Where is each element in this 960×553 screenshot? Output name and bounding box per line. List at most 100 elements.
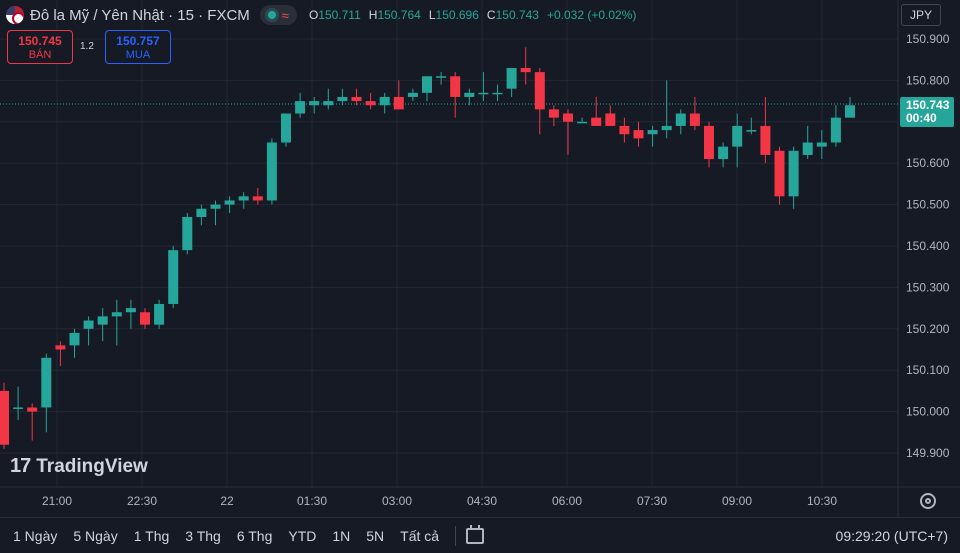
- candle[interactable]: [591, 96, 602, 126]
- candle[interactable]: [633, 121, 644, 147]
- range-5d-button[interactable]: 5 Ngày: [73, 527, 118, 544]
- candle[interactable]: [41, 353, 52, 433]
- candle-body: [746, 130, 757, 132]
- candle[interactable]: [802, 125, 813, 160]
- candle[interactable]: [478, 72, 489, 102]
- candle[interactable]: [252, 188, 263, 205]
- candle[interactable]: [295, 92, 306, 118]
- candle[interactable]: [661, 80, 672, 139]
- candle[interactable]: [732, 113, 743, 168]
- sell-label: BÁN: [28, 49, 52, 61]
- candle-body: [69, 332, 80, 346]
- candle[interactable]: [845, 96, 855, 118]
- range-all-button[interactable]: Tất cả: [400, 527, 440, 544]
- candle-body: [464, 92, 475, 97]
- candle[interactable]: [534, 67, 545, 135]
- candle[interactable]: [492, 84, 503, 102]
- candle[interactable]: [140, 308, 150, 329]
- candle[interactable]: [605, 105, 616, 126]
- candle[interactable]: [238, 192, 249, 209]
- candle[interactable]: [520, 47, 531, 85]
- candle[interactable]: [97, 308, 108, 342]
- candle-body: [337, 96, 348, 102]
- candle[interactable]: [182, 212, 193, 255]
- candle[interactable]: [83, 316, 94, 346]
- buy-button[interactable]: 150.757 MUA: [105, 30, 171, 64]
- candle[interactable]: [450, 72, 461, 118]
- candle[interactable]: [309, 96, 320, 114]
- candle[interactable]: [337, 88, 348, 106]
- candle[interactable]: [210, 200, 221, 226]
- candle[interactable]: [196, 204, 207, 226]
- candle[interactable]: [436, 72, 447, 85]
- candle[interactable]: [224, 196, 235, 213]
- calendar-icon[interactable]: [466, 524, 485, 544]
- candle-body: [252, 196, 263, 201]
- gear-icon[interactable]: [920, 493, 936, 509]
- candle[interactable]: [125, 299, 136, 329]
- candle[interactable]: [689, 96, 700, 131]
- candle[interactable]: [619, 117, 630, 143]
- candle[interactable]: [830, 105, 841, 147]
- range-1m-button[interactable]: 1 Thg: [133, 527, 170, 544]
- candle[interactable]: [718, 142, 729, 168]
- candle[interactable]: [365, 92, 376, 110]
- candle[interactable]: [168, 246, 179, 309]
- candle[interactable]: [647, 125, 658, 147]
- candle[interactable]: [506, 67, 517, 97]
- y-axis-label: 150.200: [906, 322, 950, 336]
- candle[interactable]: [548, 105, 559, 126]
- symbol-title[interactable]: Đô la Mỹ / Yên Nhật · 15 · FXCM: [30, 6, 250, 24]
- market-status[interactable]: ≈: [259, 5, 297, 25]
- range-3m-button[interactable]: 3 Thg: [185, 527, 221, 544]
- candle-body: [323, 101, 334, 106]
- candle[interactable]: [0, 382, 9, 449]
- candle-body: [407, 92, 418, 97]
- y-axis-label: 150.000: [906, 405, 950, 419]
- candle[interactable]: [393, 80, 404, 110]
- candle[interactable]: [464, 88, 475, 106]
- candle[interactable]: [55, 341, 66, 367]
- candle[interactable]: [154, 299, 165, 329]
- currency-selector[interactable]: JPY: [901, 4, 941, 26]
- candle[interactable]: [788, 146, 799, 209]
- candle[interactable]: [266, 138, 277, 205]
- candle[interactable]: [563, 109, 573, 155]
- candle[interactable]: [816, 130, 827, 160]
- y-axis-label: 150.800: [906, 73, 950, 87]
- buy-label: MUA: [125, 49, 151, 61]
- candle[interactable]: [746, 117, 757, 135]
- chart-area[interactable]: 150.900150.800150.700150.600150.500150.4…: [0, 0, 960, 517]
- candle-body: [351, 96, 362, 102]
- range-1y-button[interactable]: 1N: [332, 527, 351, 544]
- sell-button[interactable]: 150.745 BÁN: [7, 30, 73, 64]
- candle[interactable]: [774, 146, 785, 205]
- candle[interactable]: [379, 92, 390, 114]
- candle[interactable]: [281, 113, 291, 147]
- range-ytd-button[interactable]: YTD: [288, 527, 317, 544]
- clock-timezone[interactable]: 09:29:20 (UTC+7): [835, 528, 948, 544]
- candle[interactable]: [577, 117, 588, 124]
- candle[interactable]: [675, 109, 686, 135]
- candle[interactable]: [111, 299, 122, 346]
- candle[interactable]: [69, 328, 80, 358]
- candle-body: [788, 150, 799, 197]
- y-axis-label: 150.900: [906, 32, 950, 46]
- candle[interactable]: [13, 386, 24, 420]
- candle[interactable]: [407, 88, 418, 102]
- ohlc-low-value: 150.696: [435, 8, 479, 22]
- x-axis-label: 03:00: [382, 494, 412, 508]
- candle[interactable]: [351, 88, 362, 106]
- candle[interactable]: [760, 96, 771, 164]
- tradingview-logo[interactable]: 17 TradingView: [10, 455, 148, 478]
- price-chart[interactable]: 150.900150.800150.700150.600150.500150.4…: [0, 0, 960, 517]
- candle[interactable]: [422, 76, 432, 102]
- range-6m-button[interactable]: 6 Thg: [236, 527, 273, 544]
- range-1d-button[interactable]: 1 Ngày: [13, 527, 58, 544]
- ohlc-legend: O150.711 H150.764 L150.696 C150.743 +0.0…: [309, 8, 636, 22]
- candle[interactable]: [323, 88, 334, 110]
- range-5y-button[interactable]: 5N: [366, 527, 385, 544]
- candle-body: [422, 76, 432, 93]
- candle[interactable]: [27, 403, 38, 441]
- candle[interactable]: [704, 121, 714, 168]
